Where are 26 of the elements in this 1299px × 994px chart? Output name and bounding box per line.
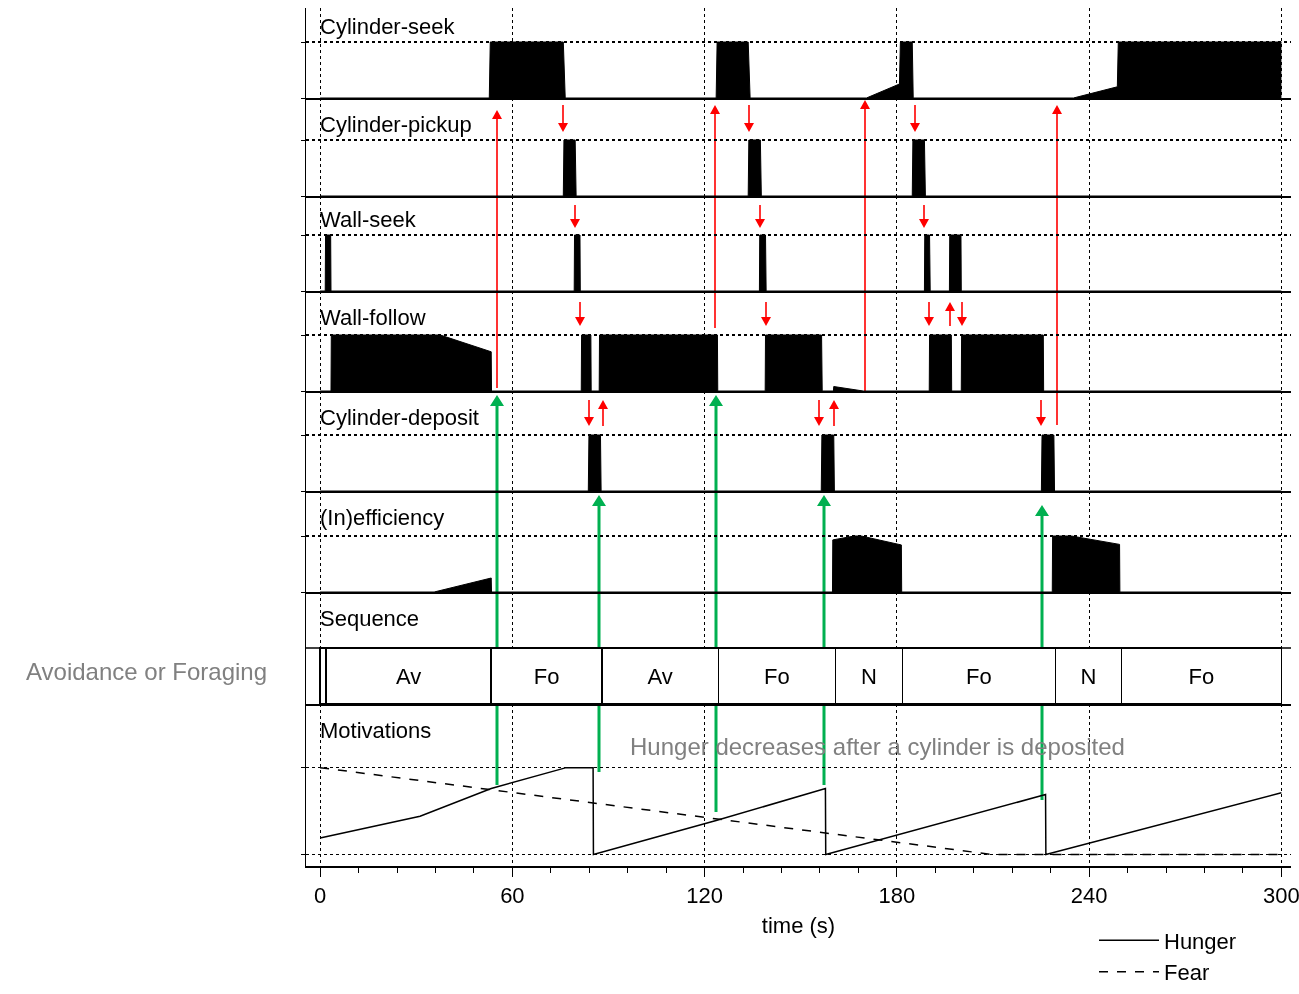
chart-title: Sequence — [320, 606, 420, 631]
series-label: N — [1080, 663, 1097, 689]
series-label: Fo — [966, 663, 992, 689]
series-label: Av — [647, 663, 673, 689]
y-axis-title: Avoidance or Foraging — [26, 658, 268, 685]
x-tick-label: 180 — [878, 882, 916, 908]
x-tick-label: 240 — [1070, 882, 1108, 908]
series-label: Fo — [1188, 663, 1215, 689]
series-label: N — [860, 663, 877, 689]
series-label: Fo — [764, 663, 790, 689]
x-tick-label: 120 — [686, 882, 723, 908]
chart-title: Cylinder-seek — [320, 14, 456, 39]
chart-title: Wall-follow — [320, 305, 426, 330]
chart-title: Cylinder-deposit — [320, 405, 479, 430]
x-tick-label: 0 — [313, 882, 327, 908]
series-label: Av — [396, 663, 422, 689]
chart-title: Motivations — [320, 718, 432, 743]
legend-label: Fear — [1164, 960, 1210, 986]
chart-title: Cylinder-pickup — [320, 112, 472, 137]
series-label: Fo — [533, 663, 560, 689]
legend-label: Hunger — [1164, 928, 1237, 954]
x-tick-label: 60 — [500, 882, 525, 908]
x-tick-label: 300 — [1263, 882, 1299, 908]
chart-title: (In)efficiency — [320, 505, 445, 530]
chart-title: Wall-seek — [320, 207, 417, 232]
x-axis-title: time (s) — [761, 912, 836, 938]
